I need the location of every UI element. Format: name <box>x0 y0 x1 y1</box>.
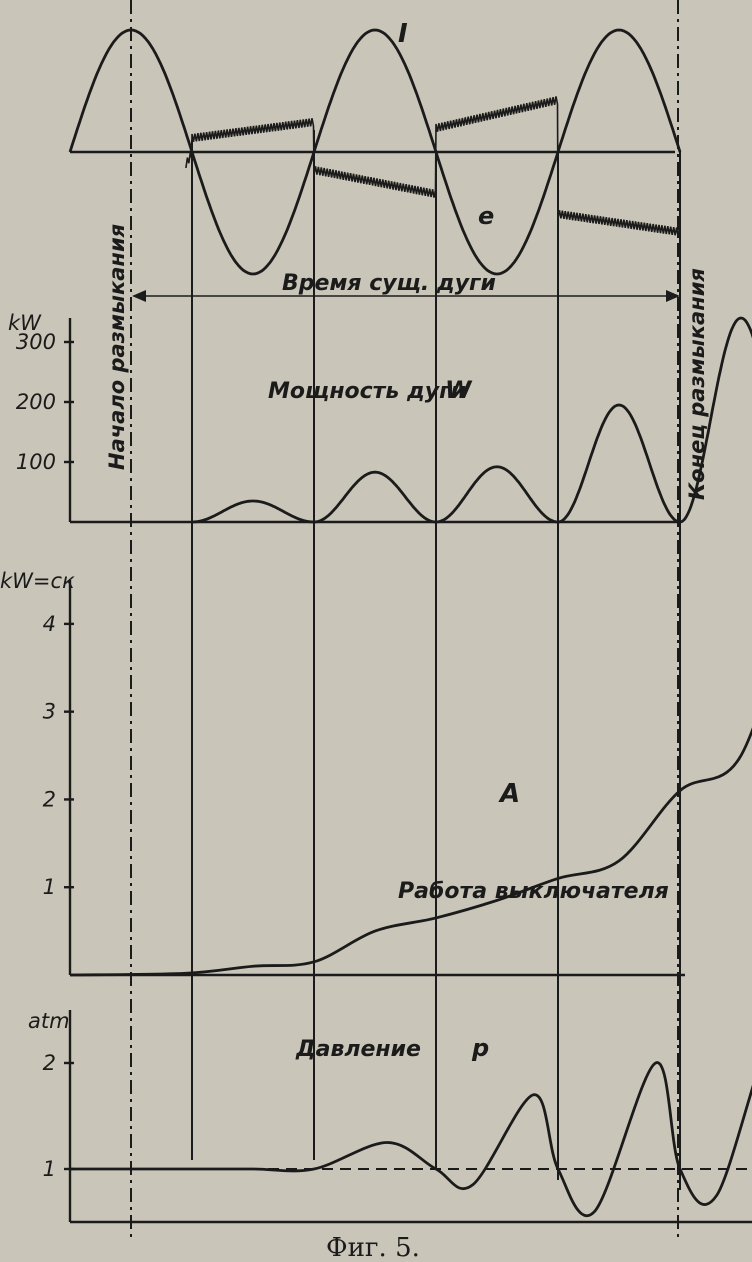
panel-breaker-work: 1 2 3 4 kW=ск Работа выключателя A <box>0 569 752 977</box>
zero-crossing-lines <box>191 130 681 1190</box>
y-tick-label: 4 <box>43 612 56 636</box>
arc-time-arrowhead-right <box>666 290 680 302</box>
breaker-work-title: Работа выключателя <box>398 879 669 904</box>
work-y-ticks: 1 2 3 4 <box>43 612 74 899</box>
arc-time-label: Время сущ. дуги <box>282 271 496 296</box>
figure-caption: Фиг. 5. <box>326 1233 420 1262</box>
y-tick-label: 1 <box>43 875 56 899</box>
arc-time-arrowhead-left <box>132 290 146 302</box>
y-tick-label: 3 <box>43 700 56 724</box>
arc-power-series-label: W <box>445 376 473 404</box>
work-y-label: kW=ск <box>0 569 75 593</box>
panel-arc-power: 100 200 300 kW Мощность дуги W <box>8 311 752 524</box>
current-label: I <box>398 19 408 49</box>
voltage-label: e <box>478 202 494 230</box>
pressure-y-ticks: 12 <box>43 1051 74 1181</box>
pressure-y-label: atm <box>28 1009 70 1033</box>
y-tick-label: 2 <box>43 787 56 811</box>
y-tick-label: 200 <box>16 390 56 414</box>
power-y-label: kW <box>8 311 42 335</box>
pressure-curve <box>69 1061 752 1218</box>
voltage-curve <box>185 96 681 236</box>
panel-current-voltage: I e Время сущ. дуги <box>68 19 682 302</box>
opening-end-label: Конец размыкания <box>685 268 709 500</box>
current-curve <box>68 28 682 276</box>
power-y-ticks: 100 200 300 <box>16 330 74 474</box>
pressure-title: Давление <box>295 1037 421 1062</box>
pressure-series-label: p <box>471 1034 489 1062</box>
opening-start-label: Начало размыкания <box>105 224 129 470</box>
panel-pressure: 12 atm Давление p <box>28 1009 752 1224</box>
y-tick-label: 100 <box>16 450 56 474</box>
breaker-work-curve <box>69 727 752 977</box>
y-tick-label: 300 <box>16 330 56 354</box>
arc-power-curve <box>191 316 752 524</box>
arc-power-title: Мощность дуги <box>268 379 466 404</box>
y-tick-label: 2 <box>43 1051 56 1075</box>
y-tick-label: 1 <box>43 1157 56 1181</box>
breaker-work-series-label: A <box>498 779 520 809</box>
